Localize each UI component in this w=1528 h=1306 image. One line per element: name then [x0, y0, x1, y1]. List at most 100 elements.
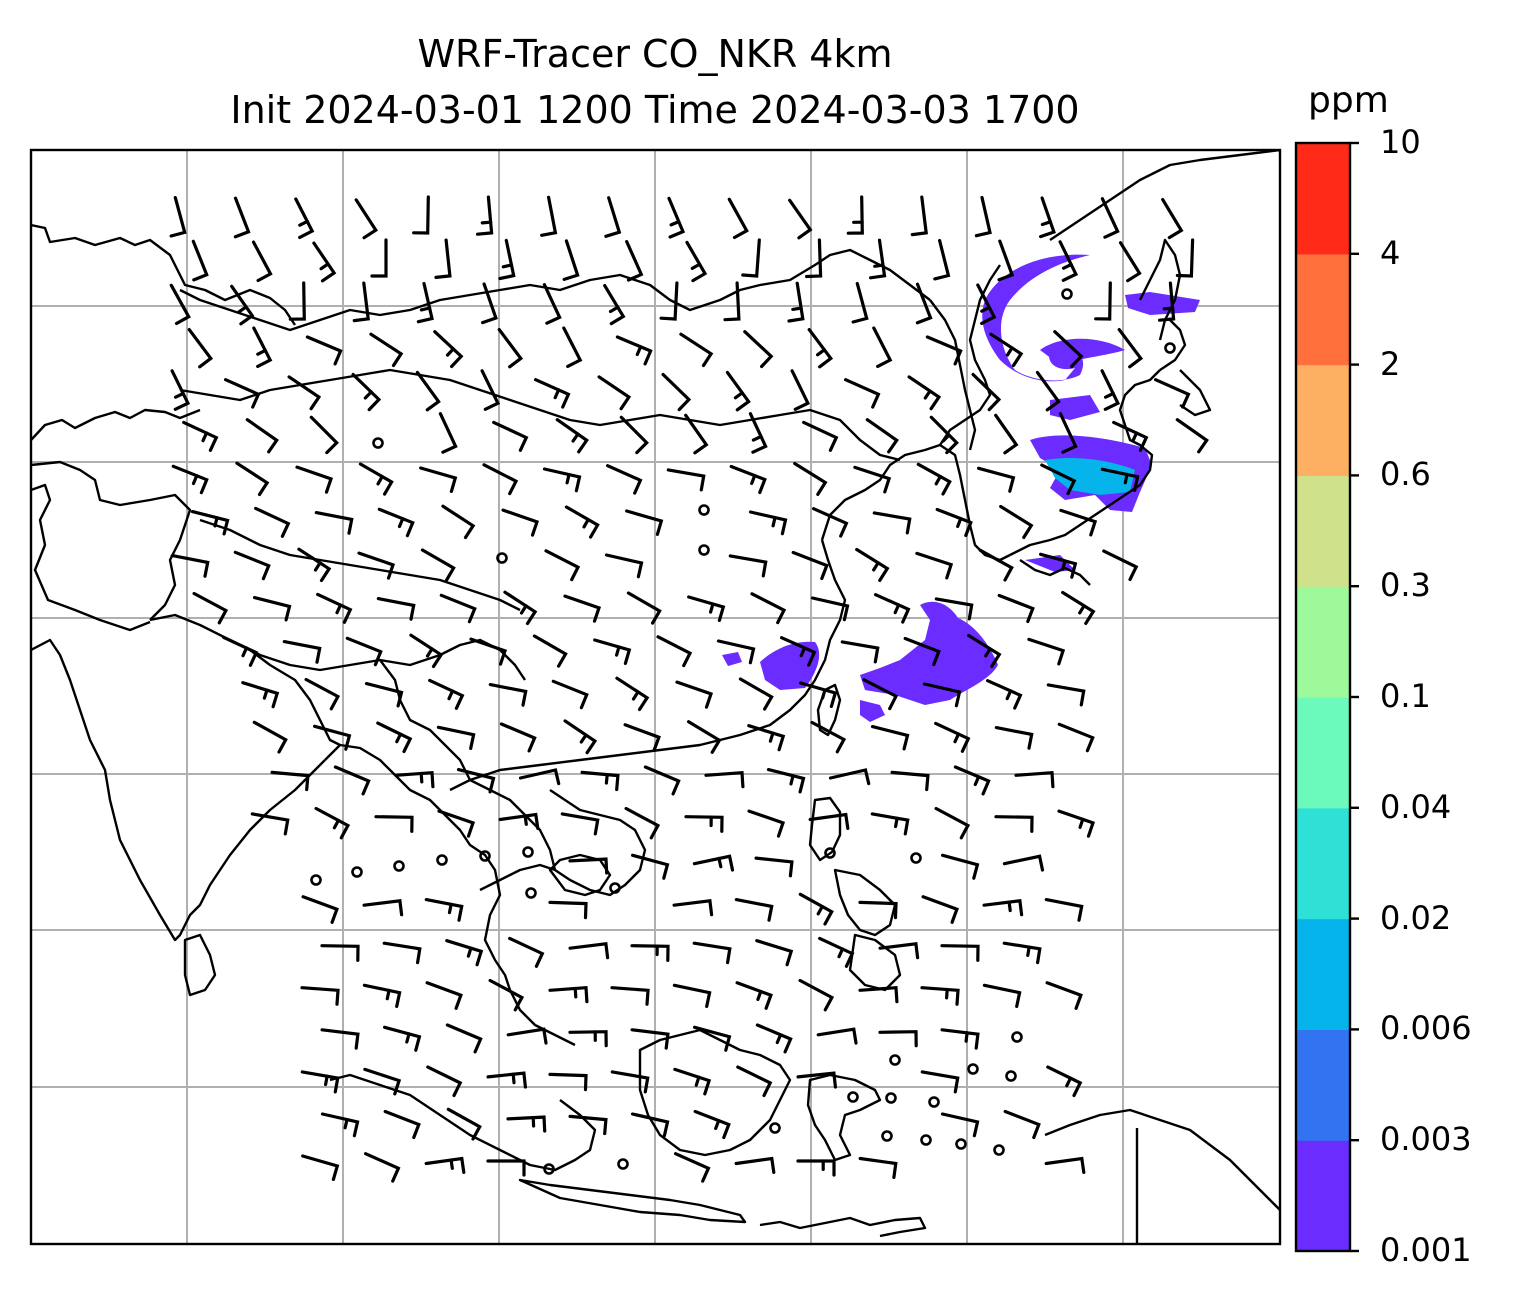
wind-barb-22 — [498, 238, 516, 281]
wind-barb-91 — [748, 412, 768, 454]
wind-barb-105 — [542, 467, 582, 493]
wind-barb-273 — [568, 1030, 608, 1048]
wind-barb-154 — [874, 593, 911, 624]
wind-barb-241 — [921, 895, 959, 924]
wind-barb-45 — [851, 282, 869, 324]
wind-barb-81 — [1100, 369, 1121, 411]
wind-barb-198 — [994, 726, 1034, 750]
wind-barb-220 — [684, 815, 724, 833]
colorbar-segment-3 — [1296, 807, 1350, 920]
wind-barb-243 — [1044, 898, 1084, 922]
plume-honshu-core — [1045, 458, 1135, 495]
calm-wind-marker-11 — [525, 887, 537, 899]
coast-java — [518, 1178, 747, 1224]
wind-barb-293 — [446, 1107, 482, 1141]
wind-barb-17 — [191, 239, 209, 282]
calm-wind-marker-20 — [928, 1096, 940, 1108]
coast-myanmar-bangladesh — [324, 743, 576, 1047]
wind-barb-134 — [544, 549, 581, 582]
wind-barb-164 — [593, 638, 632, 665]
wind-barb-187 — [313, 724, 352, 751]
wind-barb-90 — [684, 413, 709, 455]
wind-barb-28 — [869, 238, 887, 280]
wind-barb-74 — [661, 372, 692, 412]
coast-arabia-west — [31, 223, 296, 326]
wind-barbs — [169, 195, 1209, 1183]
colorbar-segment-2 — [1296, 918, 1350, 1030]
colorbar-segment-4 — [1296, 697, 1350, 809]
wind-barb-104 — [482, 463, 519, 496]
coast-sakhalin — [1138, 238, 1182, 341]
coast-lesser-sunda — [759, 1216, 927, 1238]
wind-barb-55 — [497, 328, 524, 369]
map-title-line-2: Init 2024-03-01 1200 Time 2024-03-03 170… — [230, 88, 1080, 132]
wind-barb-139 — [915, 551, 954, 580]
wind-barb-258 — [425, 981, 463, 1010]
wind-barb-92 — [802, 420, 839, 452]
wind-barb-158 — [222, 635, 259, 667]
wind-barb-147 — [439, 593, 477, 624]
wind-barb-131 — [297, 547, 332, 583]
wind-barb-262 — [672, 983, 712, 1008]
border-bhutan-myanmar — [379, 659, 472, 781]
wind-barb-189 — [436, 725, 476, 750]
colorbar-tick-label: 0.003 — [1380, 1120, 1472, 1159]
wind-barb-80 — [1035, 370, 1061, 412]
wind-barb-302 — [424, 1156, 466, 1174]
colorbar-segment-0 — [1296, 1140, 1350, 1252]
wind-barb-172 — [241, 681, 280, 709]
wind-barb-267 — [982, 983, 1022, 1008]
wind-barb-170 — [967, 633, 1002, 668]
wind-barb-120 — [501, 508, 540, 537]
wind-barb-235 — [424, 898, 464, 922]
wind-barb-32 — [1118, 241, 1142, 283]
colorbar-segment-9 — [1296, 143, 1350, 255]
coast-sulawesi — [806, 1073, 882, 1162]
wind-barb-57 — [615, 335, 653, 366]
colorbar-segment-5 — [1296, 586, 1350, 698]
wind-barb-39 — [481, 282, 498, 325]
co-tracer-plumes-mid — [1045, 458, 1135, 495]
wind-barb-228 — [631, 853, 670, 880]
wind-barb-190 — [499, 722, 537, 753]
wind-barb-99 — [171, 464, 209, 495]
wind-barb-135 — [604, 553, 644, 579]
wind-barb-49 — [1158, 281, 1176, 322]
wind-barb-42 — [659, 281, 679, 321]
wind-barb-156 — [997, 593, 1035, 624]
wind-barb-223 — [870, 812, 910, 836]
wind-barb-178 — [615, 676, 650, 712]
wind-barb-182 — [862, 678, 899, 711]
wind-barb-150 — [626, 591, 662, 625]
wind-barb-169 — [903, 636, 941, 667]
wind-barb-113 — [1040, 463, 1077, 496]
wind-barb-202 — [394, 770, 435, 789]
wind-barb-88 — [555, 418, 589, 454]
wind-barb-141 — [1039, 552, 1078, 579]
colorbar-tick-label: 0.006 — [1380, 1009, 1472, 1048]
wind-barb-145 — [316, 592, 353, 624]
wind-barb-287 — [736, 1065, 773, 1098]
wind-barb-8 — [667, 196, 686, 239]
wind-barb-84 — [245, 418, 279, 454]
wind-barb-171 — [1027, 637, 1066, 666]
wind-barb-254 — [940, 944, 980, 962]
wind-barb-35 — [230, 284, 255, 326]
wind-barb-196 — [870, 725, 910, 751]
wind-barb-82 — [1154, 378, 1191, 409]
wind-barb-226 — [1057, 809, 1096, 838]
wind-barb-1 — [233, 196, 251, 239]
wind-barb-279 — [940, 1028, 980, 1050]
wind-barb-124 — [812, 507, 849, 538]
wind-barb-186 — [252, 720, 288, 754]
wind-barb-98 — [1175, 418, 1209, 454]
wind-barb-253 — [878, 942, 920, 960]
wind-barb-188 — [376, 721, 413, 754]
calm-wind-marker-4 — [310, 874, 322, 886]
wind-barb-285 — [610, 1070, 650, 1094]
colorbar-tick-label: 4 — [1380, 233, 1401, 272]
wind-barb-2 — [294, 197, 315, 239]
wind-barb-176 — [488, 683, 528, 707]
plume-taiwan-strait — [860, 700, 885, 722]
wind-barb-60 — [807, 328, 834, 369]
